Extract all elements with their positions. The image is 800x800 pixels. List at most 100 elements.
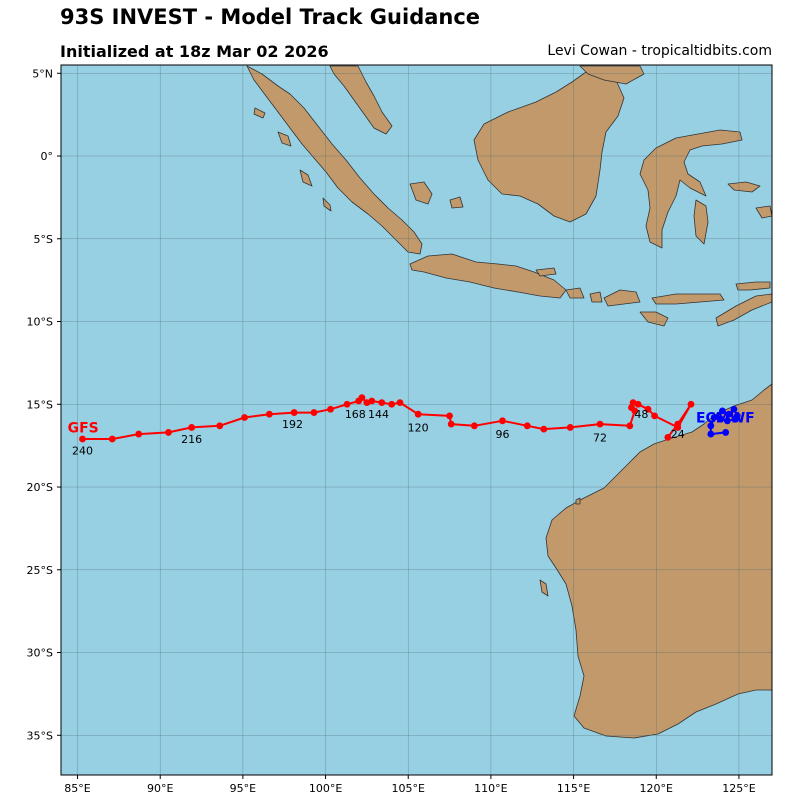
- land-island-sumbawa: [603, 289, 641, 307]
- land-island-lombok: [589, 291, 603, 303]
- gfs-track-point: [108, 435, 116, 443]
- gfs-track-point: [388, 400, 396, 408]
- land-island-dirk-hartog: [539, 579, 549, 597]
- gfs-track-point: [378, 399, 386, 407]
- gfs-track-point: [265, 410, 273, 418]
- gfs-forecast-hour-label: 144: [368, 408, 389, 421]
- land-island-bali: [565, 287, 585, 299]
- land-java: [409, 253, 567, 299]
- gfs-track-point: [363, 399, 371, 407]
- gfs-forecast-hour-label: 192: [282, 418, 303, 431]
- land-island-madura: [535, 267, 557, 277]
- gfs-track-point: [414, 410, 422, 418]
- gfs-forecast-hour-label: 168: [345, 408, 366, 421]
- gfs-track-point: [135, 430, 143, 438]
- ecmwf-track-point: [725, 410, 733, 418]
- gfs-forecast-hour-label: 24: [671, 428, 685, 441]
- gfs-track-point: [446, 412, 453, 420]
- ecmwf-model-label: ECMWF: [696, 411, 755, 427]
- land-sulawesi-se: [693, 199, 709, 245]
- land-island-barrow: [575, 497, 581, 505]
- ecmwf-track-point: [730, 405, 738, 413]
- ecmwf-track-point: [722, 429, 730, 436]
- gfs-track-point: [188, 424, 196, 431]
- gfs-track-point: [241, 414, 248, 421]
- y-tick-label: 20°S: [27, 481, 53, 494]
- gfs-track-point: [631, 407, 639, 415]
- land-island-siberut: [322, 197, 332, 212]
- land-island-mentawai: [299, 169, 313, 187]
- x-tick-label: 120°E: [640, 782, 673, 795]
- land-australia: [545, 383, 772, 739]
- land-sumatra: [246, 65, 423, 255]
- gfs-track-point: [540, 425, 548, 433]
- gfs-model-label: GFS: [68, 420, 99, 436]
- land-island-wetar: [735, 281, 771, 291]
- landmasses: [246, 65, 772, 739]
- x-tick-label: 125°E: [722, 782, 755, 795]
- y-tick-label: 5°N: [32, 67, 53, 80]
- gfs-track-point: [396, 399, 404, 407]
- chart-subtitle: Initialized at 18z Mar 02 2026: [60, 42, 329, 61]
- gfs-forecast-hour-label: 96: [495, 428, 509, 441]
- gfs-forecast-hour-label: 48: [634, 408, 648, 421]
- land-sulawesi: [639, 129, 743, 249]
- ecmwf-track-point: [707, 422, 715, 430]
- y-tick-label: 0°: [41, 150, 54, 163]
- y-tick-label: 5°S: [34, 233, 53, 246]
- gfs-track-point: [79, 435, 86, 443]
- land-island-nias: [277, 131, 292, 147]
- x-tick-label: 105°E: [392, 782, 425, 795]
- x-tick-label: 115°E: [557, 782, 590, 795]
- gfs-forecast-hour-label: 120: [408, 421, 429, 434]
- land-island-belitung: [449, 196, 464, 209]
- land-island-sumba: [639, 311, 669, 327]
- y-tick-label: 10°S: [27, 316, 53, 329]
- gridlines: [61, 65, 772, 775]
- x-tick-label: 90°E: [147, 782, 173, 795]
- ecmwf-track-point: [718, 407, 726, 415]
- y-tick-label: 30°S: [27, 647, 53, 660]
- gfs-track-point: [674, 424, 682, 431]
- y-tick-label: 25°S: [27, 564, 53, 577]
- gfs-track-point: [447, 420, 455, 428]
- gfs-track-point: [596, 420, 604, 428]
- gfs-forecast-hour-label: 216: [181, 433, 202, 446]
- gfs-track-point: [216, 422, 224, 430]
- land-island-halmahera: [727, 181, 761, 193]
- land-island-flores: [651, 293, 725, 305]
- gfs-track-point: [523, 422, 531, 430]
- gfs-forecast-hour-label: 240: [72, 445, 93, 458]
- model-tracks: [79, 394, 741, 443]
- ecmwf-track-point: [710, 414, 718, 421]
- land-borneo-north: [579, 65, 645, 85]
- x-tick-label: 95°E: [230, 782, 256, 795]
- y-tick-label: 15°S: [27, 398, 53, 411]
- gfs-track-point: [644, 405, 652, 413]
- gfs-track-point: [290, 409, 298, 416]
- gfs-track-point: [355, 397, 363, 405]
- credit-text: Levi Cowan - tropicaltidbits.com: [547, 43, 772, 59]
- land-malay-peninsula: [329, 65, 393, 135]
- y-tick-label: 35°S: [27, 729, 53, 742]
- land-island-bangka: [409, 181, 433, 205]
- chart-title: 93S INVEST - Model Track Guidance: [60, 5, 481, 29]
- land-island-timor: [715, 293, 772, 327]
- gfs-track-point: [310, 409, 318, 416]
- ecmwf-track-point: [707, 430, 715, 438]
- gfs-track-point: [343, 400, 351, 408]
- land-island-simeulue: [253, 107, 266, 119]
- gfs-track-point: [651, 412, 659, 420]
- land-borneo: [473, 69, 625, 223]
- x-tick-label: 100°E: [309, 782, 342, 795]
- gfs-track-point: [566, 424, 574, 431]
- gfs-track-point: [664, 433, 672, 441]
- gfs-forecast-hour-label: 72: [593, 431, 607, 444]
- ecmwf-track-point: [717, 415, 725, 423]
- x-tick-label: 110°E: [474, 782, 507, 795]
- gfs-track-point: [165, 429, 172, 436]
- land-island-buru: [755, 205, 772, 219]
- gfs-track-point: [499, 417, 506, 425]
- gfs-track-point: [626, 422, 634, 430]
